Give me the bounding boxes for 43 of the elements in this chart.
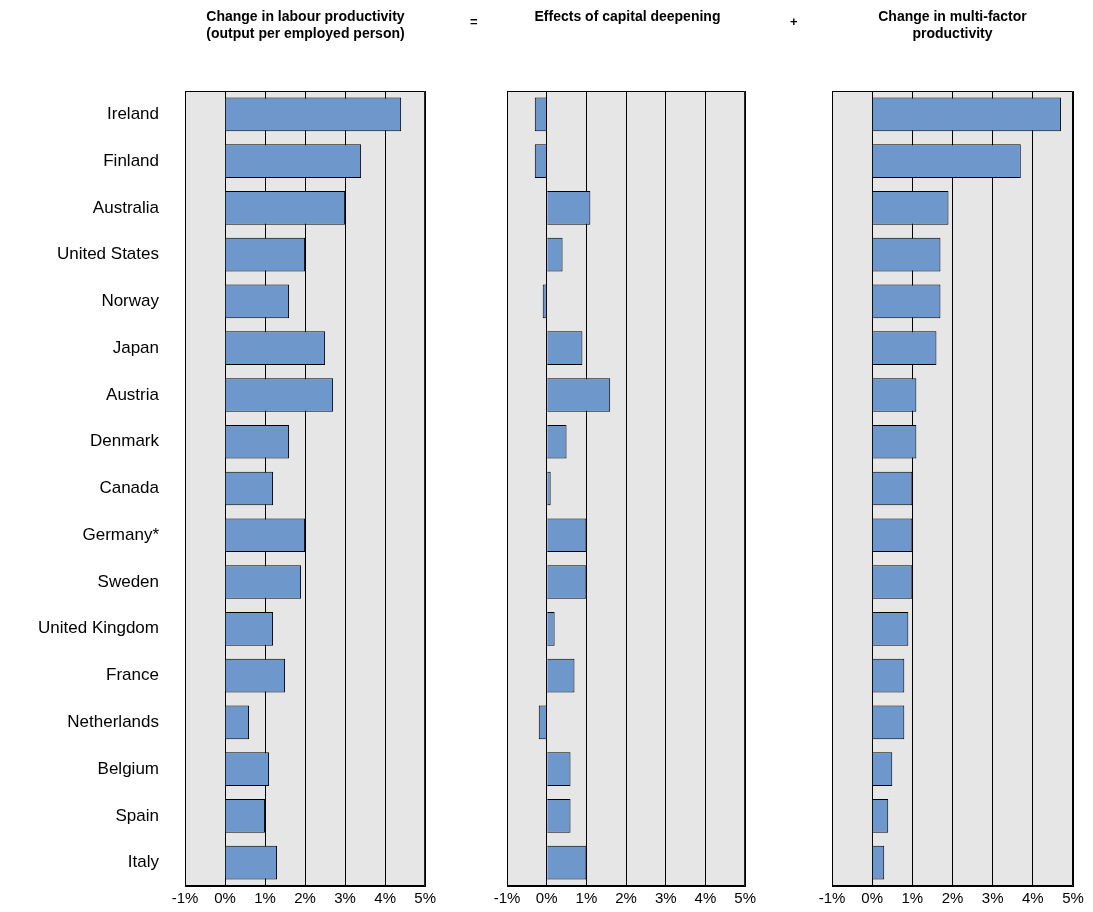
y-tick-label: Sweden bbox=[97, 571, 159, 591]
x-tick-label: 0% bbox=[214, 889, 236, 907]
x-tick-label: 0% bbox=[861, 889, 884, 907]
chart-title: Change in labour productivity (output per employed person) bbox=[205, 8, 406, 42]
x-tick-label: 1% bbox=[901, 889, 924, 907]
chart-title: Effects of capital deepening bbox=[533, 8, 722, 25]
y-tick-label: Italy bbox=[127, 852, 160, 872]
y-tick-label: Germany* bbox=[82, 524, 160, 544]
y-tick-label: Spain bbox=[115, 805, 159, 825]
x-tick-label: 4% bbox=[694, 889, 717, 907]
text: = bbox=[470, 14, 478, 29]
x-tick-label: 5% bbox=[1062, 889, 1084, 907]
x-tick-label: 3% bbox=[334, 889, 356, 907]
x-tick-label: 3% bbox=[654, 889, 677, 907]
y-tick-label: Norway bbox=[101, 291, 160, 311]
text: + bbox=[790, 14, 798, 29]
x-tick-label: 1% bbox=[575, 889, 598, 907]
x-tick-label: 1% bbox=[254, 889, 276, 907]
y-tick-label: Australia bbox=[92, 197, 160, 217]
y-tick-label: United States bbox=[56, 244, 159, 264]
y-tick-label: Ireland bbox=[107, 104, 159, 124]
y-tick-label: Canada bbox=[99, 478, 160, 498]
y-tick-label: Belgium bbox=[97, 758, 159, 778]
x-tick-label: 2% bbox=[941, 889, 964, 907]
x-tick-label: 5% bbox=[734, 889, 756, 907]
x-tick-label: 4% bbox=[1021, 889, 1044, 907]
x-tick-label: -1% bbox=[493, 889, 521, 907]
x-tick-label: 3% bbox=[981, 889, 1004, 907]
x-tick-label: 0% bbox=[535, 889, 558, 907]
x-tick-label: 5% bbox=[414, 889, 436, 907]
y-tick-label: Netherlands bbox=[67, 712, 159, 732]
x-tick-label: 4% bbox=[374, 889, 396, 907]
x-tick-label: -1% bbox=[171, 889, 199, 907]
y-tick-label: Austria bbox=[106, 384, 160, 404]
y-tick-label: France bbox=[106, 665, 159, 685]
y-tick-label: Denmark bbox=[90, 431, 160, 451]
y-tick-label: Finland bbox=[103, 150, 159, 170]
x-tick-label: -1% bbox=[818, 889, 846, 907]
y-tick-label: United Kingdom bbox=[38, 618, 159, 638]
y-tick-label: Japan bbox=[112, 337, 159, 357]
x-tick-label: 2% bbox=[294, 889, 316, 907]
chart-title: Change in multi-factor productivity bbox=[877, 8, 1028, 42]
x-tick-label: 2% bbox=[615, 889, 637, 907]
